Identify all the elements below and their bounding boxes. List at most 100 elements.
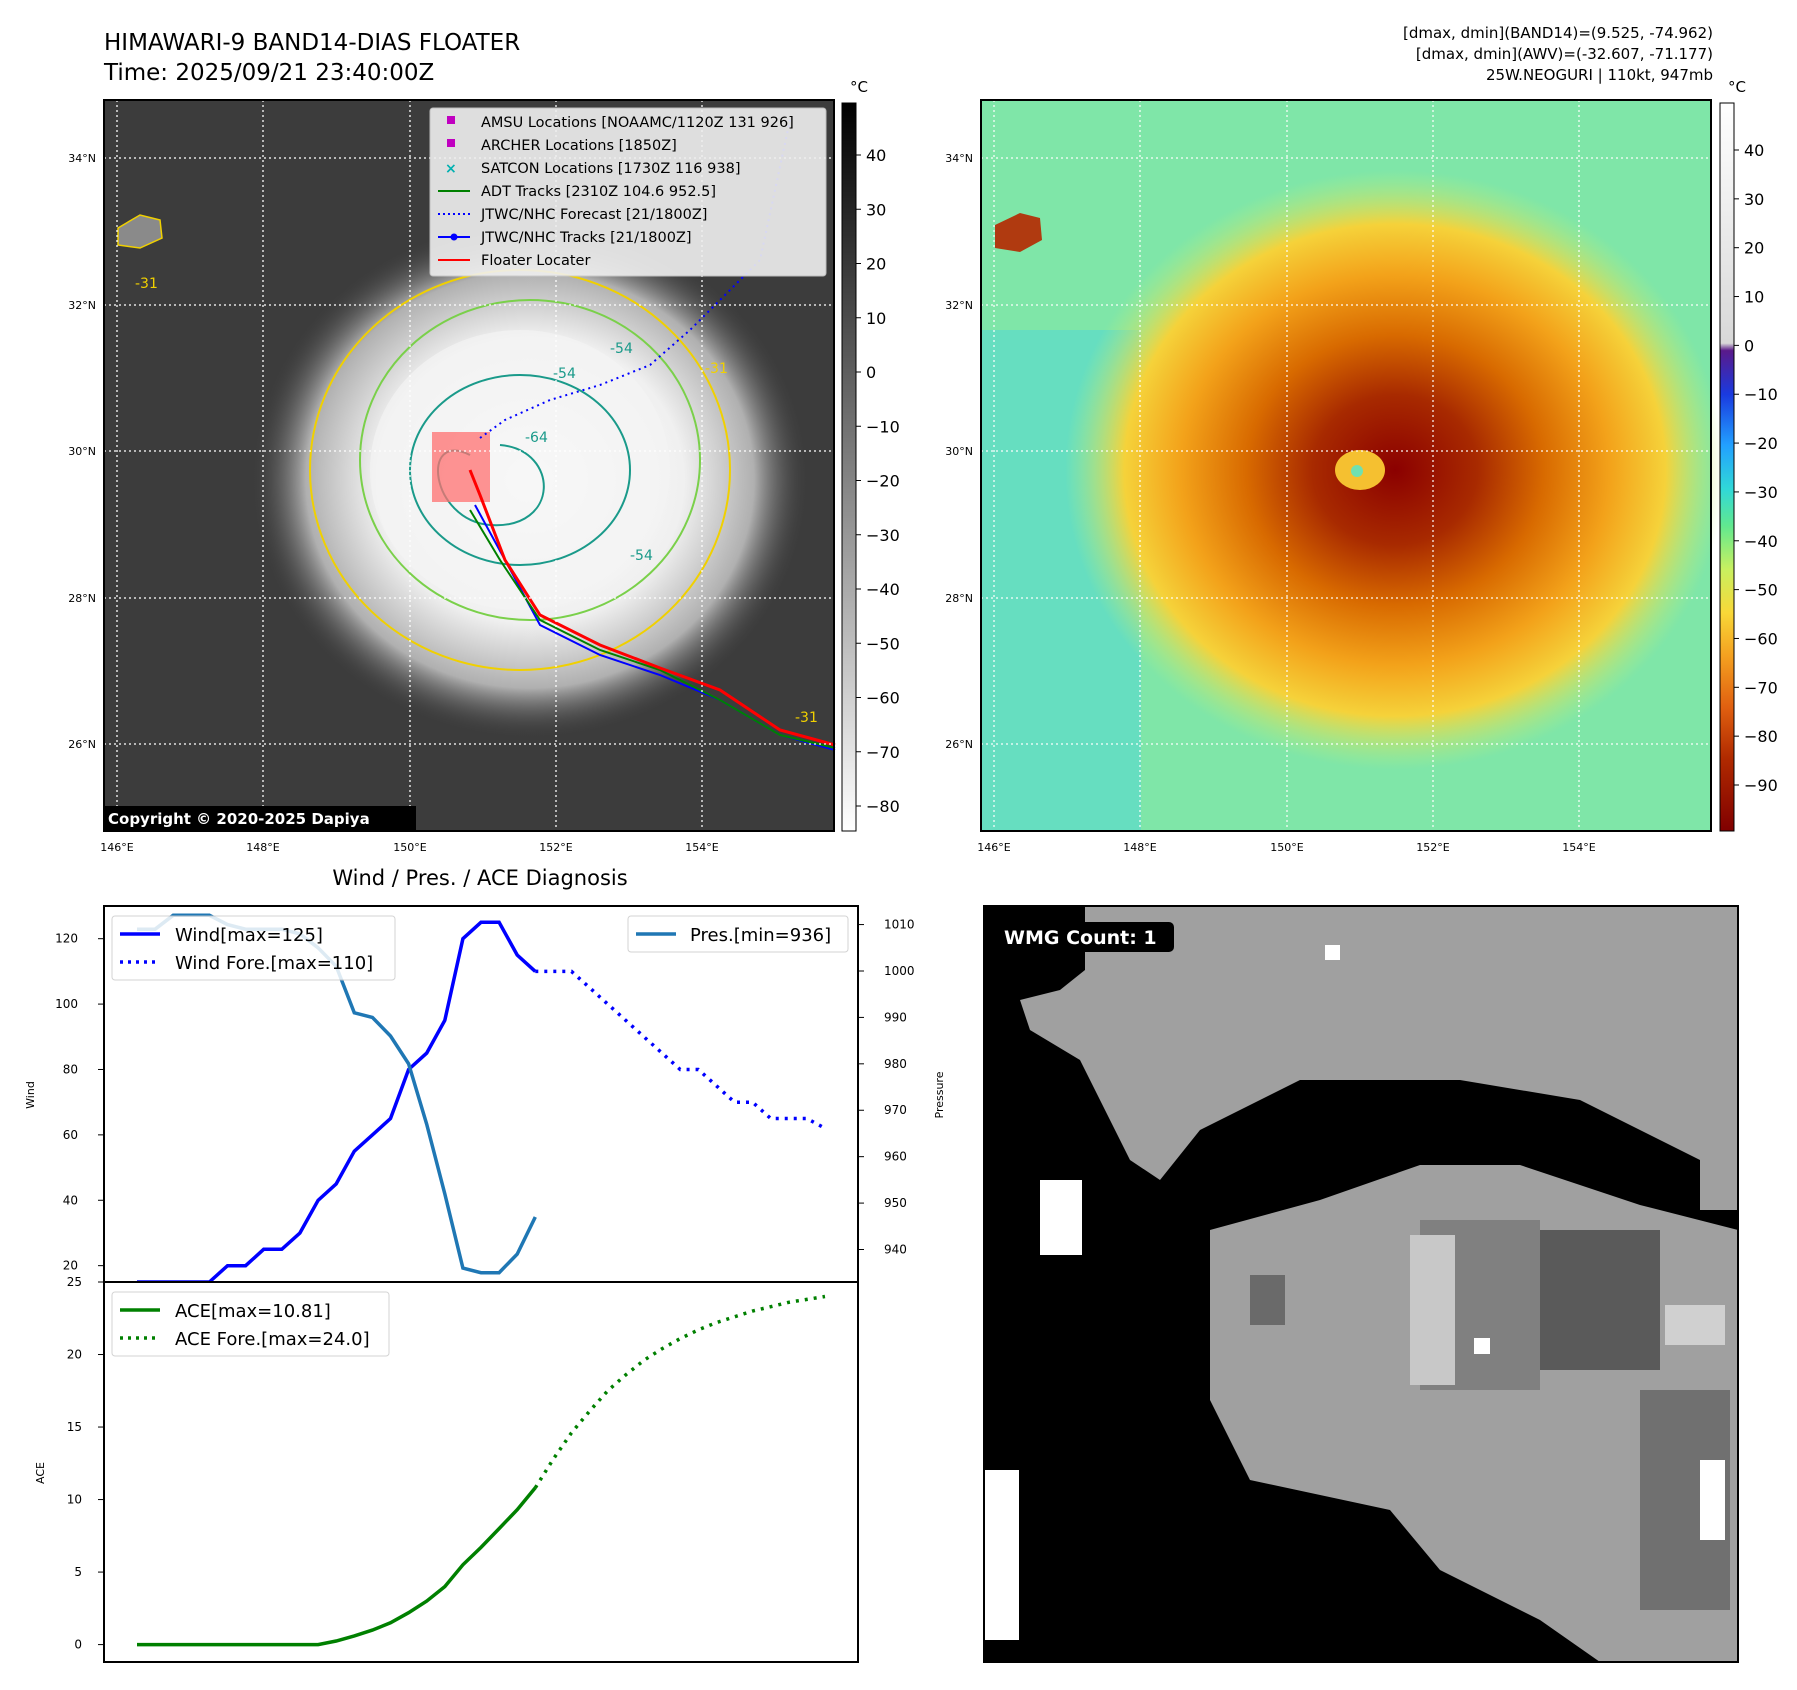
legend-label-wind-forecast: Wind Fore.[max=110]: [175, 953, 373, 974]
colorbar-gray-tick-label: 20: [866, 255, 886, 274]
wmg-outer-gray-region: [1020, 906, 1738, 1210]
coast-shikoku-color: [995, 213, 1042, 252]
colorbar-gray-tick-label: −30: [866, 526, 900, 545]
legend-label-archer: ARCHER Locations [1850Z]: [481, 138, 677, 154]
pressure-axis-label: Pressure: [933, 1071, 946, 1118]
colorbar-gray-tick-label: −20: [866, 472, 900, 491]
pressure-ytick-label: 990: [884, 1010, 907, 1024]
colorbar-color-tick-label: 30: [1744, 190, 1764, 209]
colorbar-color-tick-label: 40: [1744, 141, 1764, 160]
lat-label: 26°N: [945, 738, 973, 751]
colorbar-color-unit: °C: [1728, 78, 1746, 96]
colorbar-gray-bar: [841, 102, 857, 832]
legend-marker-satcon: ×: [445, 161, 457, 177]
wind-ytick-label: 60: [63, 1128, 78, 1142]
ir-color-cloud-shield: [1065, 170, 1725, 770]
ace-ytick-label: 20: [67, 1348, 82, 1362]
colorbar-color-tick-label: 20: [1744, 239, 1764, 258]
wind-ytick-label: 120: [55, 932, 78, 946]
copyright-badge: [104, 806, 416, 830]
colorbar-gray-unit: °C: [850, 78, 868, 96]
colorbar-gray-tick-label: 10: [866, 309, 886, 328]
info-storm: 25W.NEOGURI | 110kt, 947mb: [1486, 66, 1713, 84]
legend-marker-archer: [447, 139, 455, 147]
figure-title: HIMAWARI-9 BAND14-DIAS FLOATER: [104, 30, 520, 56]
colorbar-color-bar: [1719, 102, 1735, 832]
wmg-block: [1325, 945, 1340, 960]
legend-label-forecast: JTWC/NHC Forecast [21/1800Z]: [480, 207, 707, 223]
lon-label: 152°E: [1416, 841, 1449, 854]
colorbar-color-tick-label: −30: [1744, 483, 1778, 502]
ir-gray-inner-core: [370, 330, 670, 610]
colorbar-gray: °C 40 30 20 10 0 −10 −20 −30 −40 −50 −60 −70 −80: [841, 78, 900, 832]
colorbar-gray-tick-label: 0: [866, 363, 876, 382]
ace-ytick-label: 15: [67, 1420, 82, 1434]
map-legend-box: [429, 107, 827, 277]
wmg-label-badge: [996, 922, 1174, 952]
lat-label: 28°N: [945, 592, 973, 605]
lon-label: 150°E: [393, 841, 426, 854]
wind-legend: Wind[max=125] Wind Fore.[max=110]: [111, 915, 396, 981]
lat-label: 30°N: [68, 445, 96, 458]
wmg-panel: WMG Count: 1: [983, 905, 1739, 1663]
colorbar-color-tick-label: 0: [1744, 336, 1754, 355]
colorbar-color-tick-label: −80: [1744, 727, 1778, 746]
info-band14: [dmax, dmin](BAND14)=(9.525, -74.962): [1403, 24, 1713, 42]
pressure-ytick-label: 940: [884, 1243, 907, 1257]
lon-label: 154°E: [1562, 841, 1595, 854]
lon-label: 152°E: [539, 841, 572, 854]
ace-legend-box: [111, 1291, 390, 1357]
ace-series-line-0: [137, 1486, 537, 1647]
colorbar-gray-tick-label: −60: [866, 689, 900, 708]
lon-label: 148°E: [1123, 841, 1156, 854]
pressure-ytick-label: 970: [884, 1103, 907, 1117]
colorbar-color-tick-label: −70: [1744, 678, 1778, 697]
ir-color-eye: [1351, 465, 1363, 477]
lon-label: 146°E: [100, 841, 133, 854]
colorbar-color-tick-label: −20: [1744, 434, 1778, 453]
pressure-ytick-label: 960: [884, 1150, 907, 1164]
wmg-block: [1410, 1235, 1455, 1385]
colorbar-color-tick-label: 10: [1744, 288, 1764, 307]
colorbar-gray-tick-label: 30: [866, 200, 886, 219]
lon-label: 148°E: [246, 841, 279, 854]
wmg-block: [984, 1470, 1019, 1640]
wind-ytick-label: 100: [55, 997, 78, 1011]
ir-gray-map: -31 -54 -54 -64 -54 -31 -31 AMSU Locatio…: [103, 99, 836, 832]
contour-label: -31: [135, 276, 158, 292]
lat-label: 34°N: [945, 152, 973, 165]
ace-ytick-label: 10: [67, 1493, 82, 1507]
legend-label-ace-forecast: ACE Fore.[max=24.0]: [175, 1329, 370, 1350]
coast-shikoku: [117, 214, 163, 249]
ace-axis-label: ACE: [34, 1462, 47, 1484]
lat-label: 28°N: [68, 592, 96, 605]
floater-track: [468, 469, 836, 747]
lat-label: 34°N: [68, 152, 96, 165]
copyright-text: Copyright © 2020-2025 Dapiya: [108, 810, 370, 828]
legend-label-adt: ADT Tracks [2310Z 104.6 952.5]: [481, 184, 716, 200]
wind-ytick-label: 40: [63, 1193, 78, 1207]
colorbar-gray-tick-label: −40: [866, 580, 900, 599]
ir-color-gridlines: [981, 100, 1711, 831]
ace-ytick-label: 0: [74, 1638, 82, 1652]
map-legend: AMSU Locations [NOAAMC/1120Z 131 926] AR…: [429, 107, 827, 277]
info-awv: [dmax, dmin](AWV)=(-32.607, -71.177): [1416, 45, 1713, 63]
colorbar-gray-tick-label: −50: [866, 634, 900, 653]
contour-label: -54: [610, 341, 633, 357]
ir-color-frame: [980, 99, 1712, 832]
lat-label: 26°N: [68, 738, 96, 751]
contour-label: -64: [525, 430, 548, 446]
lat-label: 32°N: [945, 299, 973, 312]
colorbar-color: °C 40 30 20 10 0 −10 −20 −30 −40 −50 −60 −70 −80 −90: [1719, 78, 1778, 832]
wmg-block: [1665, 1305, 1725, 1345]
wmg-count-label: WMG Count: 1: [1004, 927, 1157, 949]
lon-label: 154°E: [685, 841, 718, 854]
legend-label-jtwc-track: JTWC/NHC Tracks [21/1800Z]: [480, 230, 692, 246]
pressure-legend: Pres.[min=936]: [627, 915, 849, 953]
wind-ytick-label: 80: [63, 1062, 78, 1076]
wind-axis-label: Wind: [24, 1081, 37, 1109]
wmg-block: [1700, 1460, 1725, 1540]
colorbar-color-tick-label: −50: [1744, 581, 1778, 600]
ir-color-map: [980, 99, 1725, 832]
